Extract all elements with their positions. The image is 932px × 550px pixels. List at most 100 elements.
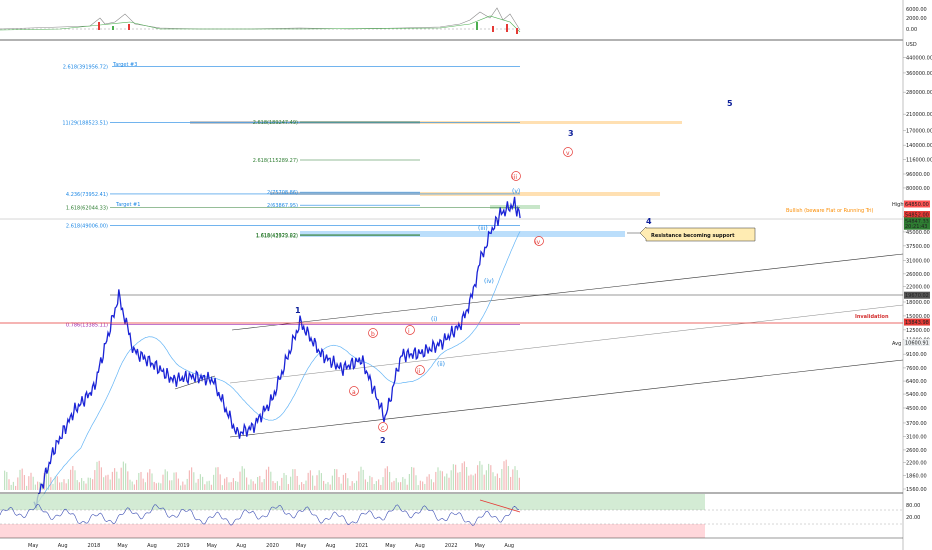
price-tag-text: 10600.91 — [905, 340, 929, 346]
time-axis-tick: 2019 — [177, 543, 190, 549]
price-tag-box — [904, 217, 930, 225]
time-axis-tick: May — [117, 543, 127, 549]
wave-a: a — [352, 389, 356, 396]
price-axis-tick: 6400.00 — [906, 379, 927, 385]
rsi-oversold-zone — [0, 524, 705, 538]
projection-zones — [190, 121, 682, 237]
price-axis-tick: 9100.00 — [906, 352, 927, 358]
price-axis-tick: 22000.00 — [906, 285, 930, 291]
zone-orange-wave3 — [420, 192, 660, 196]
top-indicator-bars — [98, 22, 518, 34]
time-axis-tick: 2022 — [445, 543, 458, 549]
rsi-overbought-zone — [0, 494, 705, 510]
top-indicator-line-b — [0, 15, 521, 33]
fib-level-label: 2.618(391956.72) — [63, 64, 108, 70]
time-axis-tick: May — [385, 543, 395, 549]
high-label: High — [892, 202, 904, 208]
price-axis-tick: 116000.00 — [906, 158, 932, 164]
wave-1: 1 — [295, 306, 301, 315]
price-tag-box — [904, 222, 930, 230]
target1-label: Target #1 — [115, 202, 140, 208]
wave-ii-minor: (ii) — [437, 361, 445, 368]
fib-level-label: 11(29(188523.51) — [62, 120, 108, 126]
trend-lines — [110, 253, 904, 438]
time-axis-tick: Aug — [236, 543, 246, 549]
top-panel-unit: USD — [906, 42, 917, 48]
price-axis-tick: 3100.00 — [906, 434, 927, 440]
rsi-axis-tick: 80.00 — [906, 503, 920, 509]
wave-iii-small: iii — [512, 174, 517, 181]
price-tag-text: 54847.33 — [905, 219, 929, 225]
price-axis-tick: 31000.00 — [906, 258, 930, 264]
zone-blue-support — [300, 231, 625, 237]
fib-level-label: 1.618(43329.02) — [256, 233, 298, 239]
rsi-divergence-line — [479, 499, 521, 513]
fib-level-label: 4.236(73952.41) — [66, 192, 108, 198]
wave-v-minor: (v) — [512, 188, 520, 195]
price-tag-text: 54852.00 — [905, 213, 929, 219]
rsi-axis: 80.00 20.00 — [906, 503, 920, 521]
fib-level-label: 0.786(13385.11) — [66, 323, 108, 329]
time-axis-tick: Aug — [147, 543, 157, 549]
resistance-callout: Resistance becoming support — [627, 226, 756, 242]
price-series-line — [33, 196, 521, 509]
top-panel-tick: 0.00 — [906, 27, 917, 33]
wave-labels: 1 2 3 4 5 (i) (ii) (iii) (iv) (v) i ii i… — [295, 99, 733, 445]
time-axis-tick: 2018 — [88, 543, 101, 549]
price-tag-box — [904, 211, 930, 219]
price-axis-tick: 80000.00 — [906, 186, 930, 192]
time-axis-tick: May — [475, 543, 485, 549]
price-axis-tick: 7600.00 — [906, 366, 927, 372]
zone-orange-wave5 — [420, 121, 682, 124]
top-indicator-line-a — [0, 7, 521, 31]
price-axis-tick: 280000.00 — [906, 90, 932, 96]
price-tag-text: 20:21:43 — [905, 224, 927, 230]
time-axis-tick: Aug — [326, 543, 336, 549]
wave-iv-small: iv — [535, 239, 541, 246]
price-axis-tick: 1560.00 — [906, 487, 927, 493]
bullish-label: Bullish (beware Flat or Running Tri) — [786, 208, 874, 214]
top-panel-tick: 6000.00 — [906, 7, 927, 13]
price-axis-tick: 26000.00 — [906, 272, 930, 278]
wave-i-small: i — [408, 328, 410, 335]
price-tag-text: 64850.00 — [905, 202, 929, 208]
price-axis-tick: 3700.00 — [906, 421, 927, 427]
wave-5: 5 — [727, 99, 733, 108]
fib-level-label: 1.618(42973.82) — [256, 233, 298, 239]
time-axis: May Aug 2018 May Aug 2019 May Aug 2020 May Aug 2021… — [28, 543, 514, 549]
moving-average-slow — [33, 231, 521, 506]
time-axis-tick: 2020 — [266, 543, 279, 549]
rsi-line — [0, 504, 520, 526]
fib-levels: 2.618(391956.72) 11(29(188523.51) 2.618(18… — [62, 64, 520, 329]
time-axis-tick: May — [296, 543, 306, 549]
fib-level-label: 2.618(189247.49) — [253, 120, 298, 126]
top-panel-axis: 6000.00 2000.00 0.00 — [906, 7, 927, 33]
price-axis-tick: 170000.00 — [906, 128, 932, 134]
price-axis-tick: 18000.00 — [906, 300, 930, 306]
price-axis-tick: 12500.00 — [906, 328, 930, 334]
avg-label: Avg — [892, 341, 901, 347]
time-axis-tick: May — [28, 543, 38, 549]
wave-b: b — [371, 331, 375, 338]
price-axis-tick: 2600.00 — [906, 448, 927, 454]
wave-iv-minor: (iv) — [484, 278, 494, 285]
price-axis-tick: 15000.00 — [906, 314, 930, 320]
target3-label: Target #3 — [112, 62, 137, 68]
volume-bars — [4, 459, 520, 490]
price-axis-tick: 210000.00 — [906, 112, 932, 118]
price-tag-box — [904, 200, 930, 208]
price-tag-text: 19670.02 — [905, 293, 929, 299]
time-axis-tick: 2021 — [355, 543, 368, 549]
top-indicator-panel — [0, 7, 903, 41]
invalidation-label: Invalidation — [855, 314, 889, 320]
rsi-axis-tick: 20.00 — [906, 515, 920, 521]
zone-grey-wave3b — [270, 192, 420, 195]
price-tag-box — [904, 318, 930, 326]
top-panel-tick: 2000.00 — [906, 16, 927, 22]
wave-v-small: v — [566, 150, 570, 157]
time-axis-tick: Aug — [504, 543, 514, 549]
price-axis-tick: 140000.00 — [906, 143, 932, 149]
wave-ii-small: ii — [417, 368, 421, 375]
price-tag-text: 13843.98 — [905, 320, 929, 326]
